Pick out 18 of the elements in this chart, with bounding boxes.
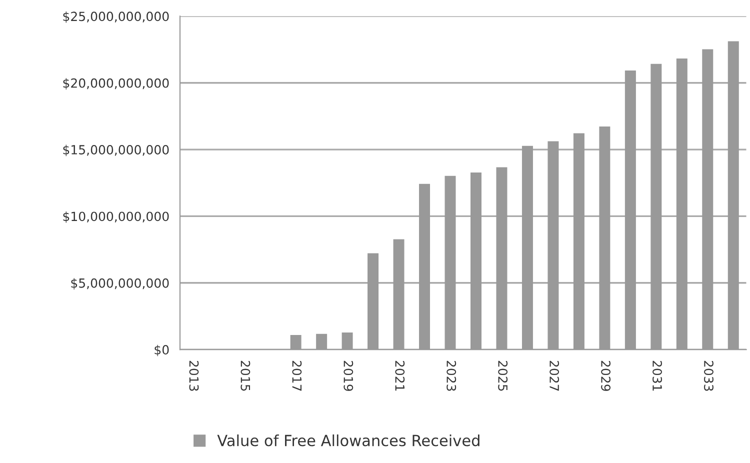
x-tick-label: 2029 — [601, 360, 611, 391]
x-tick-label: 2027 — [550, 360, 560, 391]
x-tick-label: 2019 — [344, 360, 354, 391]
x-tick-label: 2031 — [652, 360, 662, 391]
x-tick-label: 2033 — [704, 360, 714, 391]
legend-label: Value of Free Allowances Received — [217, 434, 480, 446]
y-tick-label: $20,000,000,000 — [63, 78, 169, 90]
x-tick-label: 2015 — [240, 360, 250, 391]
y-tick-label: $10,000,000,000 — [63, 211, 169, 223]
y-tick-label: $5,000,000,000 — [71, 278, 169, 290]
x-tick-label: 2023 — [446, 360, 456, 391]
y-tick-label: $0 — [154, 344, 169, 356]
x-tick-label: 2025 — [498, 360, 508, 391]
x-tick-label: 2013 — [189, 360, 199, 391]
y-tick-label: $15,000,000,000 — [63, 144, 169, 156]
x-tick-label: 2021 — [395, 360, 405, 391]
y-tick-label: $25,000,000,000 — [63, 11, 169, 23]
x-tick-label: 2017 — [292, 360, 302, 391]
